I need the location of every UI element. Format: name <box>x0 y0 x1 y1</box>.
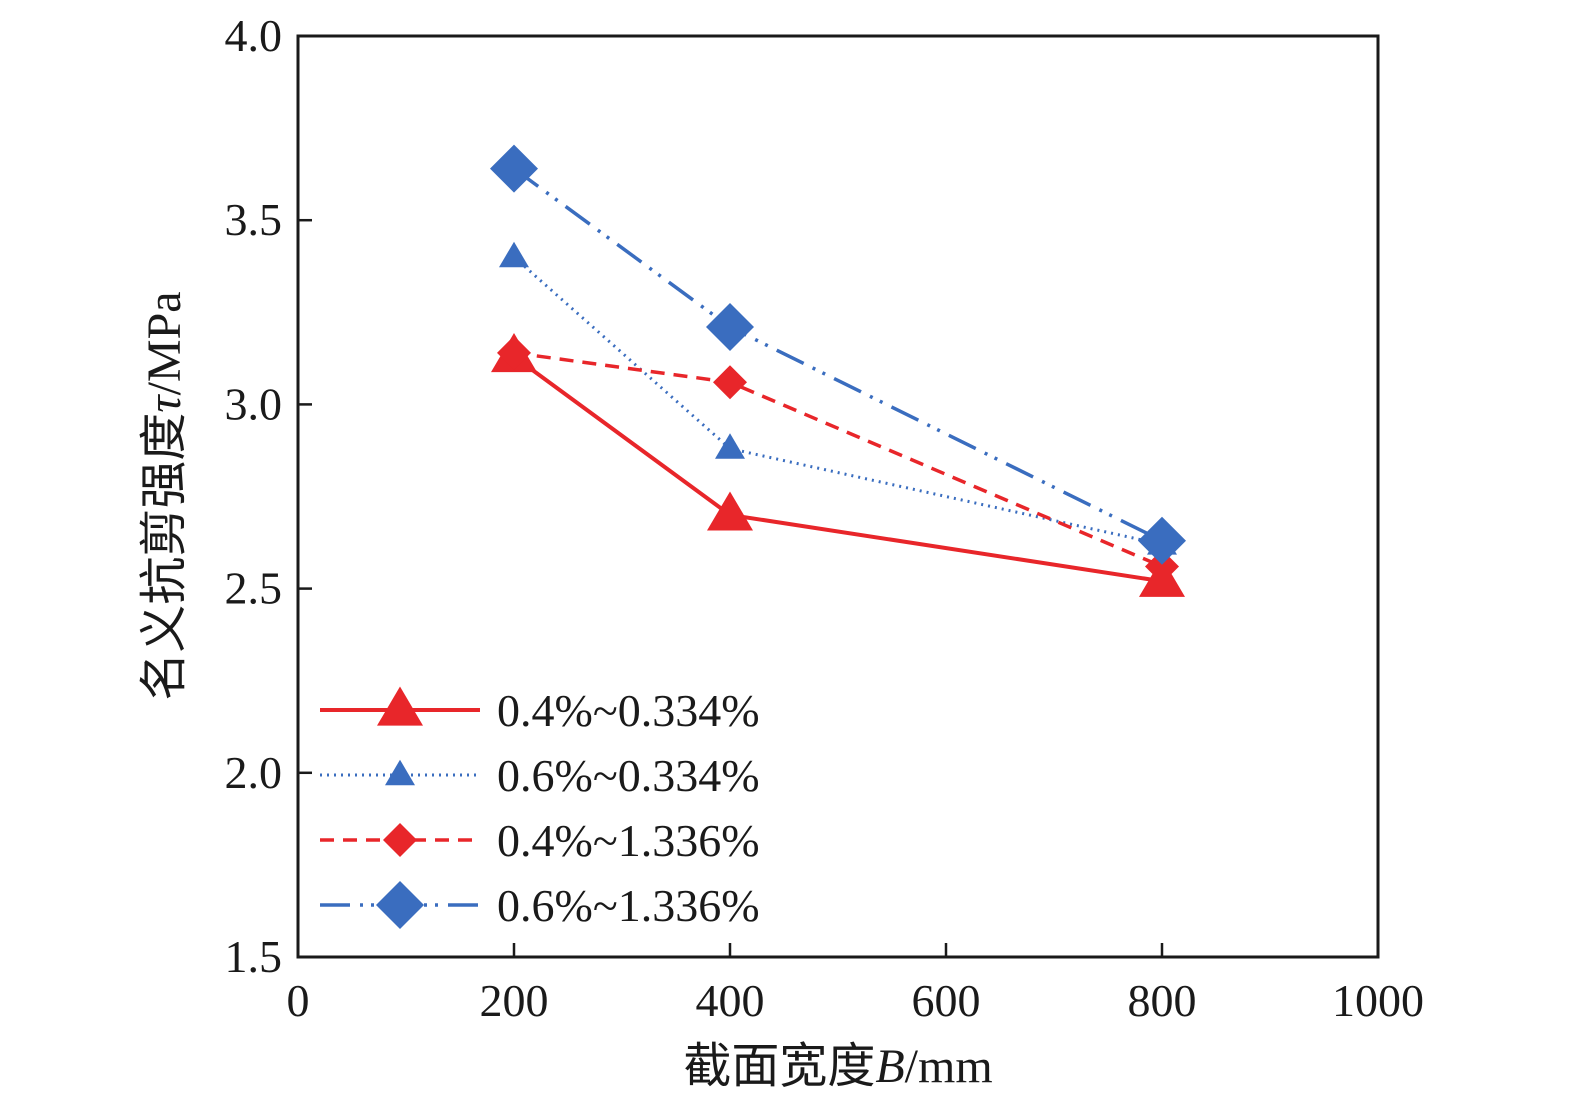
y-axis-title-var: τ <box>138 394 191 413</box>
y-tick-label: 2.0 <box>225 747 283 798</box>
x-tick-label: 0 <box>287 975 310 1026</box>
y-tick-label: 2.5 <box>225 563 283 614</box>
y-axis-title: 名义抗剪强度τ/MPa <box>138 291 191 700</box>
x-tick-label: 600 <box>912 975 981 1026</box>
y-tick-label: 3.5 <box>225 194 283 245</box>
legend-marker <box>377 686 423 726</box>
y-axis-title-main: 名义抗剪强度 <box>138 413 191 701</box>
legend-label: 0.4%~0.334% <box>497 685 760 736</box>
data-point <box>499 241 529 268</box>
x-axis-title-unit: /mm <box>905 1040 993 1093</box>
data-point <box>490 144 538 193</box>
plot-area <box>296 34 1380 959</box>
legend: 0.4%~0.334% 0.6%~0.334% 0.4%~1.336% 0.6%~1.… <box>320 685 760 931</box>
series-line <box>512 167 1163 543</box>
x-tick-label: 800 <box>1128 975 1197 1026</box>
data-point <box>713 365 747 400</box>
legend-marker <box>376 881 424 929</box>
x-axis-title-var: B <box>875 1040 904 1093</box>
series-2 <box>499 241 1177 555</box>
legend-marker <box>385 759 415 786</box>
x-tick-label: 200 <box>480 975 549 1026</box>
series-3 <box>497 335 1179 584</box>
x-axis-ticks: 0 200 400 600 800 1000 <box>287 943 1424 1026</box>
x-tick-label: 400 <box>696 975 765 1026</box>
series-line <box>513 351 1163 569</box>
legend-label: 0.4%~1.336% <box>497 815 760 866</box>
data-point <box>497 335 531 370</box>
data-point <box>706 303 754 352</box>
data-point <box>715 433 745 459</box>
y-axis-ticks: 1.5 2.0 2.5 3.0 3.5 4.0 <box>225 10 312 982</box>
data-point <box>1138 516 1186 565</box>
x-axis-title-main: 截面宽度 <box>683 1040 875 1093</box>
x-tick-label: 1000 <box>1332 975 1424 1026</box>
series-line <box>512 354 1163 584</box>
series-line <box>513 255 1163 546</box>
series-4 <box>490 144 1186 565</box>
legend-label: 0.6%~1.336% <box>497 880 760 931</box>
data-point <box>1145 549 1179 584</box>
legend-marker <box>383 823 417 857</box>
series-1 <box>491 333 1185 597</box>
legend-label: 0.6%~0.334% <box>497 750 760 801</box>
y-tick-label: 4.0 <box>225 10 283 61</box>
y-axis-title-unit: /MPa <box>138 291 191 395</box>
y-tick-label: 3.0 <box>225 378 283 429</box>
series-layer <box>490 144 1186 597</box>
x-axis-title: 截面宽度B/mm <box>683 1040 992 1093</box>
data-point <box>707 491 753 531</box>
y-tick-label: 1.5 <box>225 931 283 982</box>
